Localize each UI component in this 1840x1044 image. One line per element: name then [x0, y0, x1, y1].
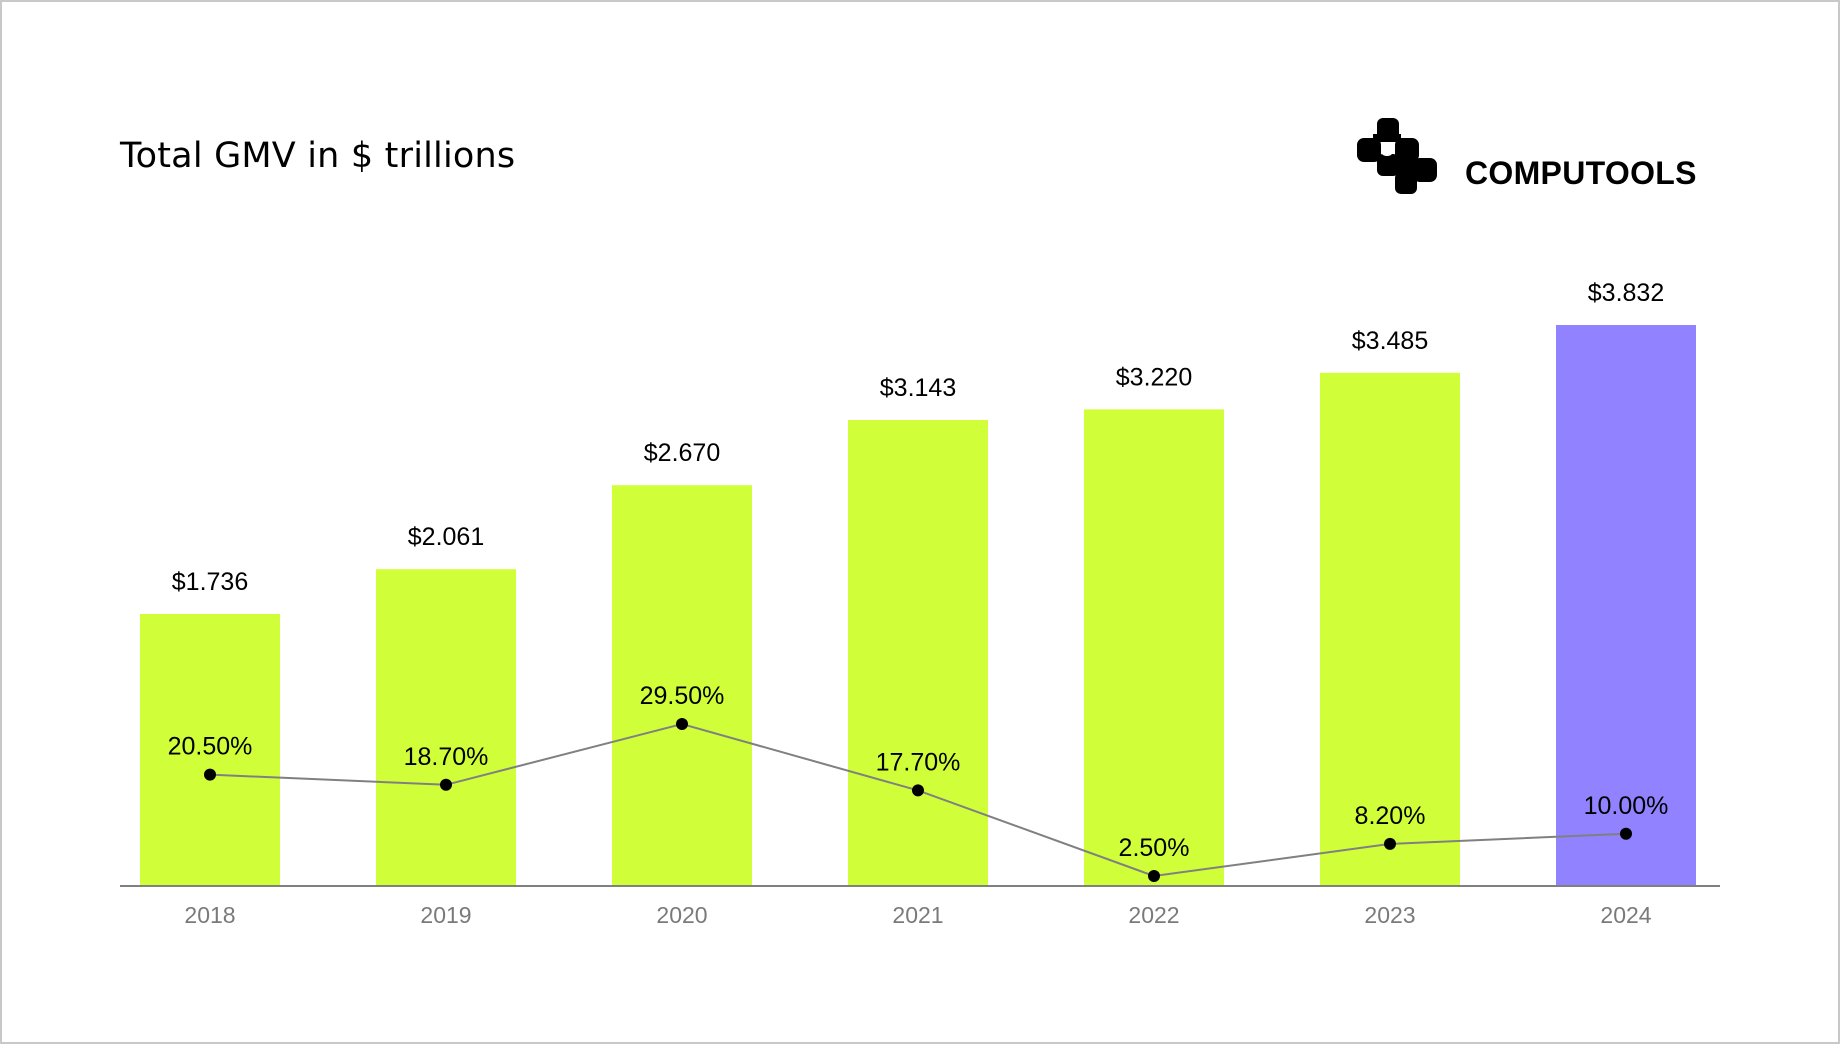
x-tick-label: 2023 [1364, 902, 1415, 928]
growth-label: 20.50% [168, 733, 253, 761]
bar-2020 [612, 485, 752, 886]
bar-value-label: $3.220 [1116, 363, 1192, 391]
bar-value-label: $3.832 [1588, 279, 1664, 307]
growth-label: 2.50% [1119, 834, 1190, 862]
x-tick-label: 2018 [184, 902, 235, 928]
bar-2022 [1084, 409, 1224, 886]
growth-point [912, 784, 924, 797]
x-tick-label: 2022 [1128, 902, 1179, 928]
x-tick-label: 2024 [1600, 902, 1651, 928]
brand-name: COMPUTOOLS [1465, 155, 1697, 191]
bar-value-label: $1.736 [172, 568, 248, 596]
bar-2018 [140, 614, 280, 886]
bar-2024 [1556, 325, 1696, 886]
growth-point [1148, 870, 1160, 882]
bar-2023 [1320, 372, 1460, 886]
growth-label: 10.00% [1584, 792, 1669, 820]
growth-point [1620, 827, 1632, 840]
growth-point [1384, 837, 1396, 850]
bar-value-label: $2.670 [644, 439, 720, 467]
growth-point [676, 718, 688, 730]
x-tick-label: 2019 [420, 902, 471, 928]
x-tick-label: 2021 [892, 902, 943, 928]
bar-value-label: $2.061 [408, 523, 484, 551]
chart-title: Total GMV in $ trillions [120, 136, 516, 176]
x-tick-label: 2020 [656, 902, 707, 928]
growth-label: 29.50% [640, 682, 725, 710]
computools-logo-icon [1357, 118, 1437, 194]
bar-2019 [376, 569, 516, 886]
brand-logo: COMPUTOOLS [1357, 118, 1697, 194]
growth-label: 17.70% [876, 748, 961, 776]
bar-value-label: $3.143 [880, 374, 956, 402]
growth-point [204, 768, 216, 781]
bar-value-label: $3.485 [1352, 327, 1428, 355]
bar-2021 [848, 420, 988, 886]
growth-point [440, 778, 452, 791]
growth-label: 8.20% [1355, 802, 1426, 830]
growth-label: 18.70% [404, 743, 489, 771]
